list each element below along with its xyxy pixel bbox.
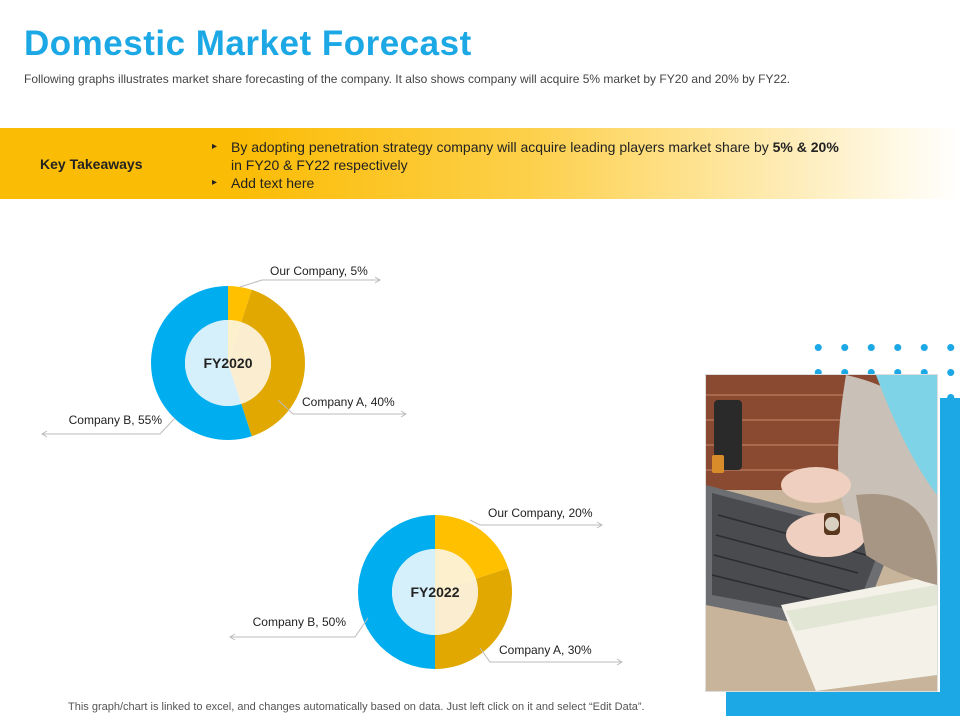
slice-data-label: Company A, 30% (499, 643, 592, 657)
slice-data-label: Company A, 40% (302, 395, 395, 409)
photo-person-laptop-icon (706, 375, 937, 691)
key-takeaways-banner: Key Takeaways By adopting penetration st… (0, 128, 960, 199)
donut-slice-our-company (228, 286, 252, 323)
callout-arrow (400, 410, 407, 418)
takeaway-highlight: 5% & 20% (772, 139, 839, 155)
page-subtitle: Following graphs illustrates market shar… (24, 72, 791, 86)
callout-line (230, 617, 369, 638)
donut-center-label: FY2022 (410, 584, 459, 600)
donut-inner-fill (435, 549, 476, 592)
slice-data-label: Company B, 50% (253, 615, 347, 629)
callout-line (469, 519, 602, 526)
page-title: Domestic Market Forecast (24, 24, 472, 63)
slice-data-label: Our Company, 20% (488, 506, 593, 520)
donut-slice-company-a (241, 289, 306, 437)
donut-inner-fill (228, 322, 271, 404)
donut-chart-0: FY2020 Our Company, 5% Company A, 40% Compa… (41, 264, 407, 440)
callout-line (479, 647, 622, 663)
donut-center-label: FY2020 (203, 355, 252, 371)
donut-inner-fill (184, 320, 242, 406)
takeaway-item: By adopting penetration strategy company… (212, 138, 892, 174)
donut-slice-our-company (435, 515, 509, 579)
slice-data-label: Our Company, 5% (270, 264, 368, 278)
donut-charts: FY2020 Our Company, 5% Company A, 40% Compa… (41, 264, 623, 669)
takeaway-text: By adopting penetration strategy company… (231, 139, 773, 155)
donut-slice-company-a (435, 568, 512, 669)
callout-arrow (616, 658, 623, 666)
donut-slice-company-b (151, 286, 252, 440)
footer-note: This graph/chart is linked to excel, and… (68, 701, 645, 713)
key-takeaways-label: Key Takeaways (40, 156, 143, 172)
donut-inner-fill (228, 320, 242, 363)
donut-inner-fill (392, 549, 435, 635)
callout-line (277, 399, 406, 415)
donut-inner-fill (435, 578, 478, 635)
callout-arrow (596, 521, 603, 529)
donut-slice-company-b (358, 515, 435, 669)
callout-line (239, 279, 380, 288)
laptop-photo (705, 374, 938, 692)
takeaway-tail: in FY20 & FY22 respectively (231, 157, 408, 173)
callout-line (42, 417, 176, 435)
decorative-blue-strip (940, 398, 960, 716)
decorative-blue-bar (726, 692, 960, 716)
callout-arrow (41, 430, 48, 438)
slice-data-label: Company B, 55% (69, 413, 163, 427)
callout-arrow (374, 276, 381, 284)
takeaway-text: Add text here (231, 175, 315, 191)
takeaways-list: By adopting penetration strategy company… (212, 138, 892, 192)
donut-chart-1: FY2022 Our Company, 20% Company A, 30% Comp… (229, 506, 623, 669)
callout-arrow (229, 633, 236, 641)
takeaway-item: Add text here (212, 174, 892, 192)
